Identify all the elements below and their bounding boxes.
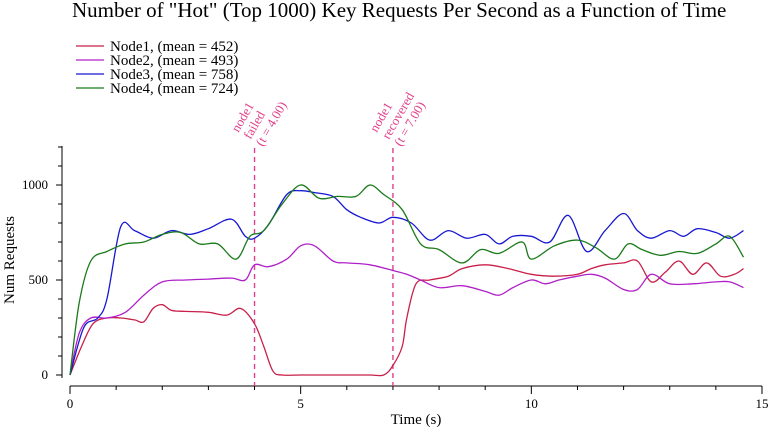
series-line-node4 [69,184,745,376]
series-line-node2 [69,243,744,376]
series-line-node1 [69,259,744,377]
x-axis-label: Time (s) [391,412,442,428]
x-tick-label: 0 [67,396,74,411]
y-tick-label: 1000 [22,177,48,192]
legend: Node1, (mean = 452)Node2, (mean = 493)No… [76,39,238,97]
y-ticks: 0 500 1000 [22,146,62,382]
legend-label: Node1, (mean = 452) [110,39,238,55]
legend-label: Node2, (mean = 493) [110,53,238,69]
series-lines [69,184,745,377]
y-axis-label: Num Requests [2,216,18,304]
axes [61,146,762,387]
x-tick-label: 5 [297,396,304,411]
y-tick-label: 0 [42,367,49,382]
series-line-node3 [69,189,744,376]
x-tick-label: 10 [525,396,538,411]
x-tick-label: 15 [756,396,768,411]
y-tick-label: 500 [29,272,49,287]
legend-label: Node4, (mean = 724) [110,81,238,97]
chart-title: Number of "Hot" (Top 1000) Key Requests … [72,0,726,22]
x-ticks: 0 5 10 15 [67,386,768,411]
legend-label: Node3, (mean = 758) [110,67,238,83]
